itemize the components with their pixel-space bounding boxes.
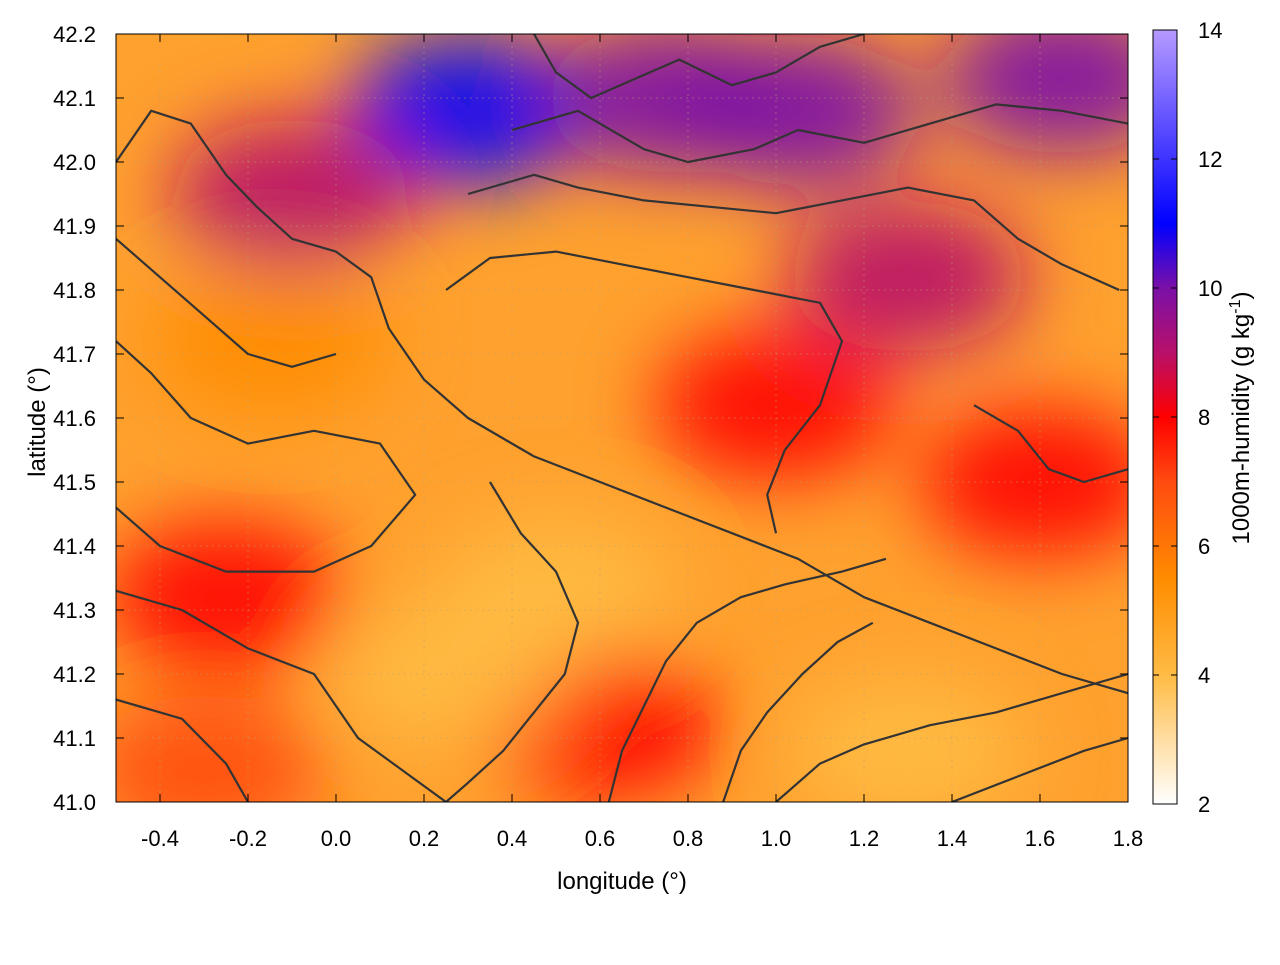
contour-line (116, 698, 249, 802)
colorbar-label-text: 1000m-humidity (g kg (1228, 314, 1255, 545)
field-blobs (116, 34, 1128, 802)
colorbar-tick-label: 2 (1198, 792, 1210, 817)
colorbar-tick-label: 4 (1198, 663, 1210, 688)
contour-line (951, 736, 1128, 802)
x-tick-label: 0.8 (673, 826, 704, 851)
contour-line (722, 621, 874, 802)
y-tick-label: 41.0 (53, 790, 96, 815)
x-tick-label: 1.6 (1025, 826, 1056, 851)
colorbar-tick-label: 8 (1198, 405, 1210, 430)
y-tick-label: 41.7 (53, 342, 96, 367)
x-axis-label: longitude (°) (557, 868, 687, 895)
colorbar: 2 4 6 8 10 12 14 1000m-humidity (g kg-1) (1152, 18, 1255, 817)
colorbar-tick-label: 14 (1198, 18, 1222, 43)
contour-line (533, 34, 865, 100)
contour-line (607, 557, 887, 802)
heatmap-field (116, 34, 1128, 802)
colorbar-label-exponent: -1 (1227, 299, 1244, 313)
colorbar-tick-label: 10 (1198, 276, 1222, 301)
contour-line (467, 173, 1120, 292)
x-axis-ticks: -0.4 -0.2 0.0 0.2 0.4 0.6 0.8 1.0 1.2 1.4 1.6 1.8 (141, 34, 1143, 851)
field-blob (116, 695, 324, 802)
colorbar-ticks: 2 4 6 8 10 12 14 (1153, 18, 1222, 817)
x-tick-label: 1.2 (849, 826, 880, 851)
field-blob (920, 407, 1128, 557)
colorbar-label: 1000m-humidity (g kg-1) (1227, 292, 1255, 545)
field-blob (348, 35, 588, 186)
y-tick-label: 41.3 (53, 598, 96, 623)
field-blob (678, 35, 918, 186)
x-tick-label: 0.2 (409, 826, 440, 851)
x-tick-label: 0.0 (321, 826, 352, 851)
x-tick-label: -0.2 (229, 826, 267, 851)
y-tick-label: 42.1 (53, 86, 96, 111)
y-tick-label: 41.2 (53, 662, 96, 687)
field-blob (656, 330, 896, 481)
y-tick-label: 42.0 (53, 150, 96, 175)
field-blob (942, 34, 1128, 154)
y-tick-label: 41.1 (53, 726, 96, 751)
y-tick-label: 41.5 (53, 470, 96, 495)
contour-line (775, 672, 1128, 802)
contour-line (973, 404, 1128, 484)
y-axis-label: latitude (°) (24, 367, 51, 477)
colorbar-label-suffix: ) (1228, 292, 1255, 300)
x-tick-label: 0.4 (497, 826, 528, 851)
field-blob (788, 202, 1028, 353)
y-axis-ticks: 41.0 41.1 41.2 41.3 41.4 41.5 41.6 41.7 41.8 41.9… (53, 22, 1128, 815)
x-tick-label: 1.4 (937, 826, 968, 851)
field-blob (116, 522, 346, 673)
contour-line (116, 340, 417, 573)
x-tick-label: 1.0 (761, 826, 792, 851)
y-tick-label: 41.4 (53, 534, 96, 559)
contour-line (445, 250, 844, 534)
contour-line (511, 103, 1128, 164)
field-blob (788, 675, 1028, 802)
field-blob (172, 119, 412, 269)
y-tick-label: 41.8 (53, 278, 96, 303)
field-blob (150, 266, 390, 417)
colorbar-tick-label: 12 (1198, 147, 1222, 172)
x-tick-label: 0.6 (585, 826, 616, 851)
contour-line (116, 109, 1128, 695)
contour-line (445, 481, 580, 802)
y-tick-label: 42.2 (53, 22, 96, 47)
colorbar-tick-label: 6 (1198, 534, 1210, 559)
y-tick-label: 41.6 (53, 406, 96, 431)
x-tick-label: 1.8 (1113, 826, 1144, 851)
y-tick-label: 41.9 (53, 214, 96, 239)
contour-line (116, 589, 447, 802)
contour-line (116, 237, 337, 368)
contour-lines (116, 34, 1128, 802)
x-tick-label: -0.4 (141, 826, 179, 851)
